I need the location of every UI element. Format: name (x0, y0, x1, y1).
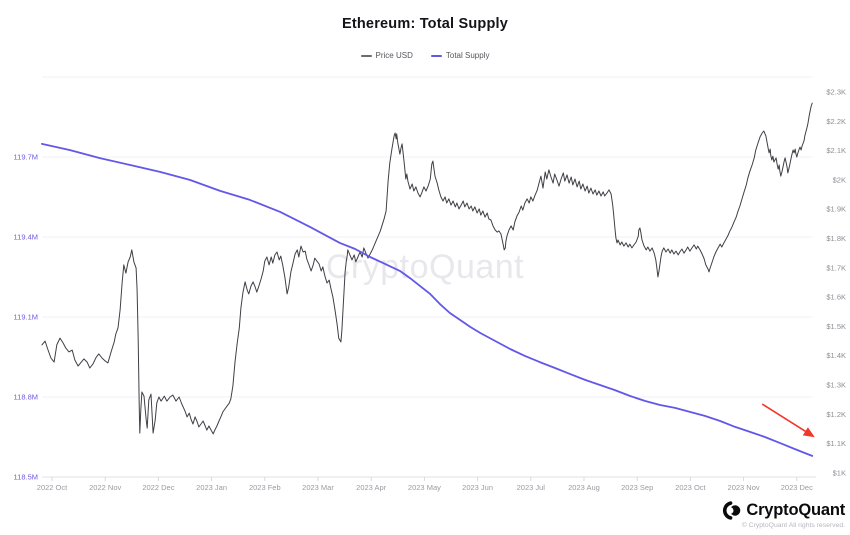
cryptoquant-logo-icon (723, 501, 741, 520)
x-tick-label: 2022 Dec (142, 483, 174, 492)
price-line-swatch (360, 54, 372, 57)
price-axis-label: $1.1K (826, 439, 846, 448)
x-tick-label: 2023 Feb (249, 483, 281, 492)
x-tick-label: 2023 Oct (675, 483, 706, 492)
cryptoquant-footer: CryptoQuant © CryptoQuant All rights res… (722, 501, 845, 529)
price-line (41, 102, 813, 435)
x-tick-label: 2022 Oct (37, 483, 68, 492)
copyright-text: © CryptoQuant All rights reserved. (741, 522, 845, 529)
x-tick-label: 2023 May (408, 483, 441, 492)
legend-item-price-usd: Price USD (360, 51, 413, 60)
legend-label-price-usd: Price USD (375, 51, 413, 60)
x-tick-label: 2022 Nov (89, 483, 121, 492)
price-axis-label: $1.7K (826, 263, 846, 272)
supply-axis-label: 119.7M (14, 153, 38, 162)
price-axis-label: $1.5K (826, 322, 846, 331)
x-tick-label: 2023 Jul (517, 483, 546, 492)
x-tick-label: 2023 Aug (568, 483, 600, 492)
brand-row: CryptoQuant (722, 501, 845, 520)
brand-name: CryptoQuant (746, 501, 845, 519)
x-tick-label: 2023 Apr (356, 483, 387, 492)
price-axis-label: $1.4K (826, 351, 846, 360)
chart-title: Ethereum: Total Supply (341, 16, 509, 32)
price-axis-label: $1K (833, 468, 846, 477)
supply-axis-label: 118.5M (14, 473, 38, 482)
price-axis-label: $1.6K (826, 293, 846, 302)
total-supply-line (41, 142, 814, 457)
legend: Price USD Total Supply (0, 51, 850, 60)
x-tick-label: 2023 Jan (196, 483, 227, 492)
price-axis-label: $2.3K (826, 88, 846, 97)
price-axis-label: $2.1K (826, 146, 846, 155)
x-tick-label: 2023 Nov (728, 483, 760, 492)
x-tick-label: 2023 Mar (302, 483, 334, 492)
x-tick-label: 2023 Jun (462, 483, 493, 492)
supply-line-swatch (430, 54, 442, 57)
price-axis-label: $2K (833, 175, 846, 184)
price-axis-label: $1.8K (826, 234, 846, 243)
price-axis-label: $1.2K (826, 410, 846, 419)
x-tick-label: 2023 Sep (621, 483, 653, 492)
supply-axis-label: 119.4M (14, 233, 38, 242)
legend-label-total-supply: Total Supply (445, 51, 490, 60)
supply-axis-label: 119.1M (14, 313, 38, 322)
x-tick-label: 2023 Dec (781, 483, 813, 492)
price-axis-label: $1.9K (826, 205, 846, 214)
price-axis-label: $1.3K (826, 381, 846, 390)
downtrend-arrow (761, 403, 815, 438)
legend-item-total-supply: Total Supply (430, 51, 490, 60)
supply-axis-label: 118.8M (14, 393, 38, 402)
price-axis-label: $2.2K (826, 117, 846, 126)
